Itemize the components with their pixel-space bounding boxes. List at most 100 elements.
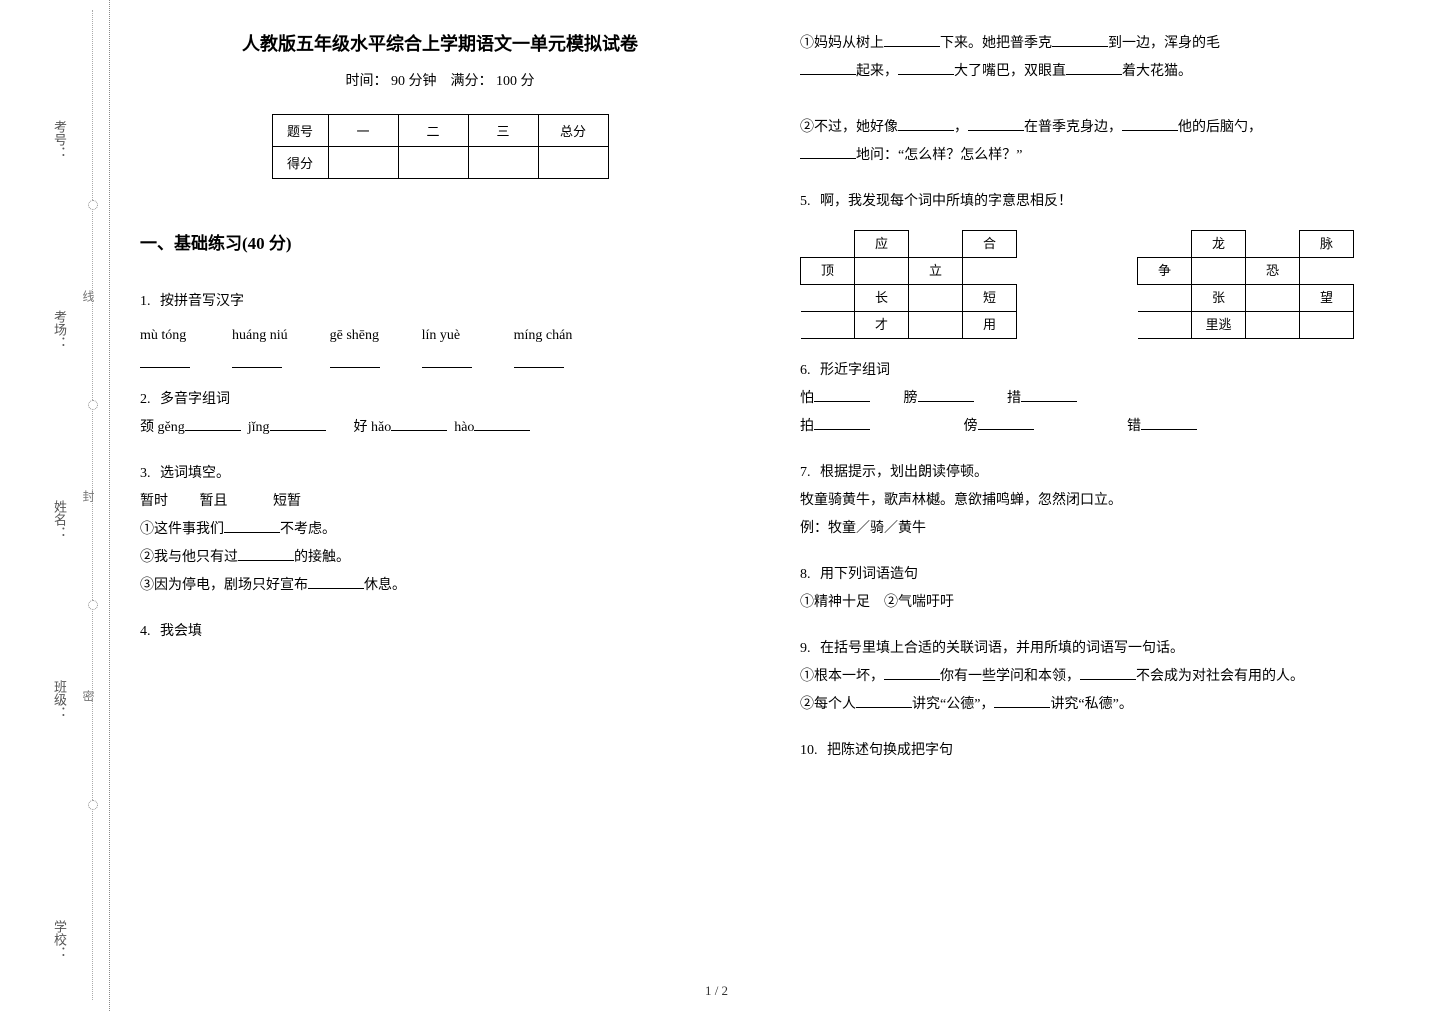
answer-blank <box>978 416 1034 430</box>
q-number: 5. <box>800 194 811 209</box>
answer-blank <box>422 354 472 368</box>
q3-item-pre: 因为停电，剧场只好宣布 <box>154 578 308 593</box>
q-number: 3. <box>140 466 151 481</box>
q-number: 2. <box>140 392 151 407</box>
binding-circle <box>88 800 98 810</box>
answer-blank <box>814 388 870 402</box>
full-label: 满分： <box>451 74 493 89</box>
score-cell <box>398 147 468 179</box>
answer-blank <box>140 354 190 368</box>
q3-item-n: ③ <box>140 578 154 593</box>
q-text: 选词填空。 <box>160 466 230 481</box>
q3-opt: 暂且 <box>200 494 228 509</box>
pinyin-row: mù tóng huáng niú gē shēng lín yuè míng … <box>140 322 740 368</box>
answer-blank <box>800 145 856 159</box>
binding-dotted-line <box>92 10 93 1000</box>
question-4-cont: ①妈妈从树上下来。她把普季克到一边，浑身的毛 起来，大了嘴巴，双眼直着大花猫。 … <box>800 30 1400 170</box>
q-number: 9. <box>800 641 811 656</box>
answer-blank <box>884 33 940 47</box>
question-4: 4. 我会填 <box>140 618 740 646</box>
question-1: 1. 按拼音写汉字 mù tóng huáng niú gē shēng lín… <box>140 288 740 368</box>
answer-blank <box>884 666 940 680</box>
binding-label-xuexiao: 学校： <box>50 920 69 959</box>
binding-label-xingming: 姓名： <box>50 500 69 539</box>
q-number: 7. <box>800 465 811 480</box>
question-5: 5. 啊，我发现每个词中所填的字意思相反！ 应合 顶立 长短 才用 龙脉 争恐 … <box>800 188 1400 339</box>
q-number: 8. <box>800 567 811 582</box>
answer-blank <box>898 61 954 75</box>
column-right: ①妈妈从树上下来。她把普季克到一边，浑身的毛 起来，大了嘴巴，双眼直着大花猫。 … <box>800 30 1400 783</box>
q3-item-pre: 我与他只有过 <box>154 550 238 565</box>
q4-p2-n: ② <box>800 120 814 135</box>
answer-blank <box>1021 388 1077 402</box>
score-cell <box>328 147 398 179</box>
q-text: 我会填 <box>160 624 202 639</box>
answer-blank <box>918 388 974 402</box>
q-text: 在括号里填上合适的关联词语，并用所填的词语写一句话。 <box>820 641 1184 656</box>
q-text: 啊，我发现每个词中所填的字意思相反！ <box>820 194 1072 209</box>
q7-line2: 例：牧童／骑／黄牛 <box>800 521 926 536</box>
pinyin-item: míng chán <box>514 322 573 368</box>
q-text: 多音字组词 <box>160 392 230 407</box>
section-1-heading: 一、基础练习(40 分) <box>140 229 740 254</box>
answer-blank <box>185 417 241 431</box>
q3-item-post: 休息。 <box>364 578 406 593</box>
score-cell: 一 <box>328 115 398 147</box>
exam-title: 人教版五年级水平综合上学期语文一单元模拟试卷 <box>140 30 740 56</box>
q9-p1-n: ① <box>800 669 814 684</box>
q8-items: ①精神十足 ②气喘吁吁 <box>800 595 954 610</box>
answer-blank <box>1052 33 1108 47</box>
pinyin-item: huáng niú <box>232 322 288 368</box>
question-3: 3. 选词填空。 暂时 暂且 短暂 ①这件事我们不考虑。 ②我与他只有过的接触。… <box>140 460 740 600</box>
full-value: 100 分 <box>496 74 535 89</box>
q2-c: 好 hǎo <box>354 420 392 435</box>
time-label: 时间： <box>346 74 388 89</box>
question-8: 8. 用下列词语造句 ①精神十足 ②气喘吁吁 <box>800 561 1400 617</box>
binding-label-kaochang: 考场： <box>50 310 69 349</box>
binding-label-banji: 班级： <box>50 680 69 719</box>
time-value: 90 分钟 <box>391 74 437 89</box>
q2-d: hào <box>454 420 474 435</box>
q3-opt: 短暂 <box>273 494 301 509</box>
q3-item-n: ② <box>140 550 154 565</box>
answer-blank <box>968 117 1024 131</box>
q2-a: 颈 gěng <box>140 420 185 435</box>
answer-blank <box>474 417 530 431</box>
q3-opt: 暂时 <box>140 494 168 509</box>
score-cell: 得分 <box>272 147 328 179</box>
answer-blank <box>1080 666 1136 680</box>
score-cell <box>468 147 538 179</box>
pinyin-item: gē shēng <box>330 322 380 368</box>
answer-blank <box>330 354 380 368</box>
binding-circle <box>88 600 98 610</box>
q-number: 4. <box>140 624 151 639</box>
table-row: 得分 <box>272 147 608 179</box>
binding-circle <box>88 200 98 210</box>
answer-blank <box>1122 117 1178 131</box>
score-table: 题号 一 二 三 总分 得分 <box>272 114 609 179</box>
q-text: 根据提示，划出朗读停顿。 <box>820 465 988 480</box>
q-number: 6. <box>800 363 811 378</box>
q-text: 按拼音写汉字 <box>160 294 244 309</box>
question-10: 10. 把陈述句换成把字句 <box>800 737 1400 765</box>
pinyin-item: lín yuè <box>422 322 472 368</box>
q2-b: jǐng <box>248 420 270 435</box>
answer-blank <box>1066 61 1122 75</box>
binding-cut-xian: 线 <box>80 290 97 302</box>
score-cell: 二 <box>398 115 468 147</box>
binding-label-kaohao: 考号： <box>50 120 69 159</box>
char-grid: 应合 顶立 长短 才用 龙脉 争恐 张望 里逃 <box>800 230 1400 339</box>
score-cell: 总分 <box>538 115 608 147</box>
q-number: 10. <box>800 743 818 758</box>
answer-blank <box>224 519 280 533</box>
answer-blank <box>994 694 1050 708</box>
q-text: 用下列词语造句 <box>820 567 918 582</box>
q3-item-post: 不考虑。 <box>280 522 336 537</box>
q7-line1: 牧童骑黄牛，歌声林樾。意欲捕鸣蝉，忽然闭口立。 <box>800 493 1122 508</box>
question-6: 6. 形近字组词 怕 膀 措 拍 傍 错 <box>800 357 1400 441</box>
score-cell: 题号 <box>272 115 328 147</box>
binding-cut-mi: 密 <box>80 690 97 702</box>
q3-item-pre: 这件事我们 <box>154 522 224 537</box>
answer-blank <box>898 117 954 131</box>
table-row: 题号 一 二 三 总分 <box>272 115 608 147</box>
